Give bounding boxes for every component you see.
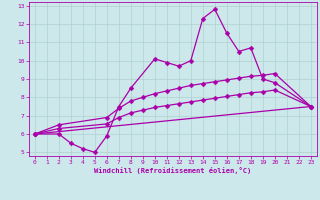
X-axis label: Windchill (Refroidissement éolien,°C): Windchill (Refroidissement éolien,°C) <box>94 167 252 174</box>
